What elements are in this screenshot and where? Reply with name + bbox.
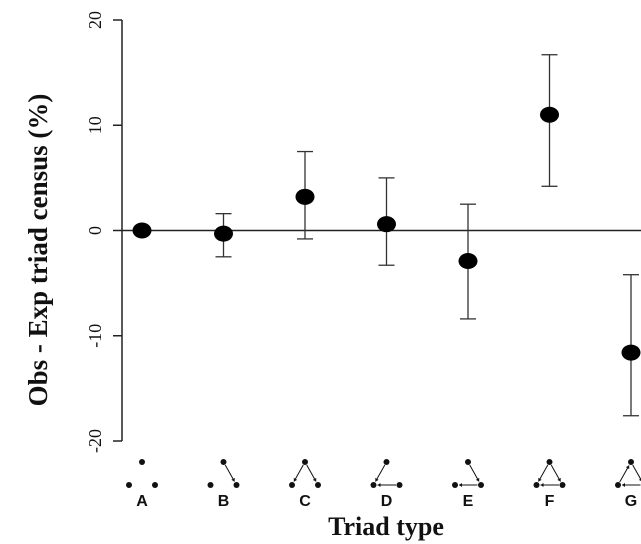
data-point — [377, 216, 396, 233]
data-point — [540, 106, 559, 123]
cyclic-triad-icon — [615, 459, 641, 488]
out-star-triad-icon — [289, 459, 321, 488]
data-point — [458, 253, 478, 270]
y-tick-label: 10 — [85, 116, 105, 134]
triad-icons — [126, 459, 641, 488]
y-axis-label: Obs - Exp triad census (%) — [23, 94, 53, 407]
x-axis-label: Triad type — [328, 512, 444, 541]
data-point — [295, 188, 315, 205]
x-category-label: G — [625, 493, 637, 510]
x-category-labels: A B C D E F G — [136, 493, 637, 510]
data-marks — [132, 54, 641, 417]
x-category-label: A — [136, 493, 148, 510]
x-category-label: B — [218, 493, 230, 510]
data-point — [214, 225, 233, 242]
transitive-triad-icon — [533, 459, 566, 488]
y-tick-label: 0 — [85, 226, 105, 235]
two-path-triad-icon — [370, 459, 403, 488]
y-tick-label: 20 — [85, 11, 105, 29]
y-axis: 20 10 0 -10 -20 — [85, 11, 123, 453]
in-star-triad-icon — [452, 459, 484, 488]
data-point — [621, 344, 641, 361]
x-category-label: D — [381, 493, 393, 510]
y-tick-label: -10 — [85, 324, 105, 348]
y-tick-label: -20 — [85, 429, 105, 453]
single-edge-triad-icon — [207, 459, 240, 488]
data-point — [132, 222, 152, 239]
empty-triad-icon — [126, 459, 158, 488]
x-category-label: C — [299, 493, 311, 510]
x-category-label: E — [463, 493, 474, 510]
x-category-label: F — [545, 493, 555, 510]
